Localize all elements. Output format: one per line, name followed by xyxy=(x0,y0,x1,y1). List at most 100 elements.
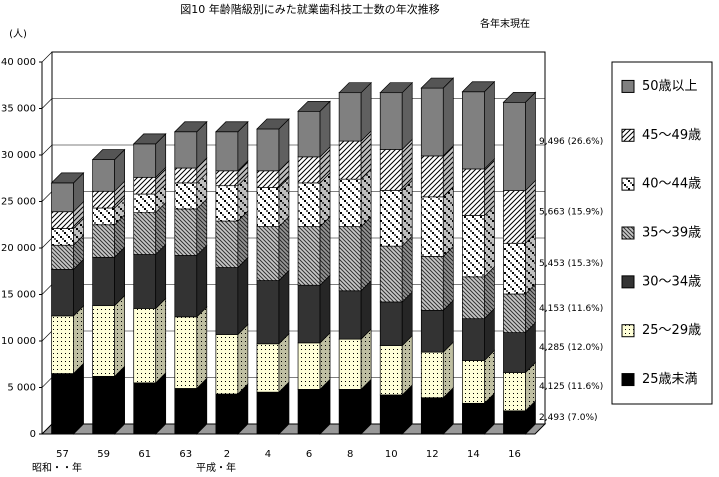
bar-top xyxy=(297,100,331,112)
bar-segment xyxy=(297,156,321,184)
bar-segment xyxy=(462,276,485,320)
legend-label: 50歳以上 xyxy=(642,79,698,94)
bar-segment xyxy=(379,189,403,247)
grid-line-side xyxy=(41,51,53,63)
bar-segment xyxy=(51,315,74,374)
bar-side-shade xyxy=(278,216,289,281)
bar-side-shade xyxy=(73,235,84,270)
y-tick-label: 40 000 xyxy=(1,57,36,68)
bar-segment xyxy=(133,308,157,384)
grid-line-side xyxy=(41,144,53,156)
bar-segment xyxy=(215,267,239,335)
bar-segment xyxy=(338,178,362,227)
bar-side-shade xyxy=(73,259,84,316)
value-label: 2,493 (7.0%) xyxy=(539,413,598,423)
legend-label: 35～39歳 xyxy=(642,226,701,241)
bar-side-shade xyxy=(525,92,536,191)
bar-segment xyxy=(92,256,115,307)
legend-label: 30～34歳 xyxy=(642,274,701,289)
bar-segment xyxy=(379,92,403,150)
bar-side-shade xyxy=(361,131,372,180)
bar-segment xyxy=(133,176,157,195)
legend-label: 40～44歳 xyxy=(642,177,701,192)
bar-side-shade xyxy=(155,184,166,213)
bar-side-shade xyxy=(237,175,248,222)
bar-top xyxy=(256,118,290,130)
bar-side-shade xyxy=(155,244,166,309)
legend-label: 25～29歳 xyxy=(642,323,701,338)
bar-segment xyxy=(420,397,444,435)
legend-swatch xyxy=(621,226,635,240)
bar-segment xyxy=(462,318,485,361)
grid-line-side xyxy=(41,423,53,435)
bar-side-shade xyxy=(525,400,536,434)
bar-side-shade xyxy=(484,393,495,434)
bar-side-shade xyxy=(443,342,454,398)
value-label: 5,453 (15.3%) xyxy=(539,259,603,269)
bar-side-shade xyxy=(443,246,454,311)
bar-segment xyxy=(462,168,485,216)
bar-segment xyxy=(503,410,526,435)
bar-segment xyxy=(174,388,198,435)
bar-side-shade xyxy=(196,158,207,183)
bar-segment xyxy=(420,351,444,399)
bar-side-shade xyxy=(443,145,454,197)
bar-side-shade xyxy=(402,384,413,434)
bar-side-shade xyxy=(320,332,331,390)
bar-side-shade xyxy=(196,245,207,317)
bar-segment xyxy=(215,393,239,435)
bar-segment xyxy=(92,224,115,258)
bar-top xyxy=(379,82,414,94)
bar-segment xyxy=(92,207,115,226)
bar-side-shade xyxy=(443,78,454,156)
bar-side-shade xyxy=(320,275,331,343)
bar-segment xyxy=(338,290,362,340)
x-tick-label: 2 xyxy=(224,449,230,460)
bar-side-shade xyxy=(155,133,166,178)
bar-segment xyxy=(420,155,444,198)
bar-side-shade xyxy=(73,201,84,229)
grid-line-side xyxy=(41,98,53,109)
bar-side-shade xyxy=(73,172,84,212)
bar-segment xyxy=(51,373,74,435)
bar-segment xyxy=(297,182,321,227)
bar-segment xyxy=(297,389,321,435)
bar-side-shade xyxy=(114,295,125,377)
bar-side-shade xyxy=(525,283,536,333)
bar-segment xyxy=(92,159,115,192)
grid-line-side xyxy=(41,237,53,249)
bar-segment xyxy=(503,242,526,295)
bar-segment xyxy=(256,343,280,393)
bar-top xyxy=(502,91,537,103)
grid-line-side xyxy=(41,377,53,388)
bar-segment xyxy=(51,228,74,246)
bar-segment xyxy=(215,220,239,268)
bar-side-shade xyxy=(361,280,372,340)
value-label: 5,663 (15.9%) xyxy=(539,207,603,217)
bar-segment xyxy=(174,316,198,389)
bar-segment xyxy=(174,131,198,169)
bar-side-shade xyxy=(320,146,331,183)
bar-side-shade xyxy=(155,167,166,195)
bar-side-shade xyxy=(320,172,331,227)
bar-side-shade xyxy=(114,198,125,225)
bar-side-shade xyxy=(114,214,125,258)
bar-side-shade xyxy=(443,387,454,434)
bar-side-shade xyxy=(73,218,84,246)
bar-segment xyxy=(297,284,321,344)
bar-segment xyxy=(379,394,403,435)
bar-segment xyxy=(256,170,280,188)
bar-side-shade xyxy=(114,181,125,209)
y-tick-label: 20 000 xyxy=(1,243,36,254)
bar-segment xyxy=(462,402,485,435)
bar-segment xyxy=(379,345,403,396)
legend-swatch xyxy=(621,79,635,93)
bar-side-shade xyxy=(484,266,495,319)
bar-segment xyxy=(51,211,74,229)
bar-segment xyxy=(51,269,74,317)
bar-segment xyxy=(338,338,362,390)
legend-label: 45～49歳 xyxy=(642,128,701,143)
bar-side-shade xyxy=(484,81,495,169)
bar-segment xyxy=(379,301,403,347)
